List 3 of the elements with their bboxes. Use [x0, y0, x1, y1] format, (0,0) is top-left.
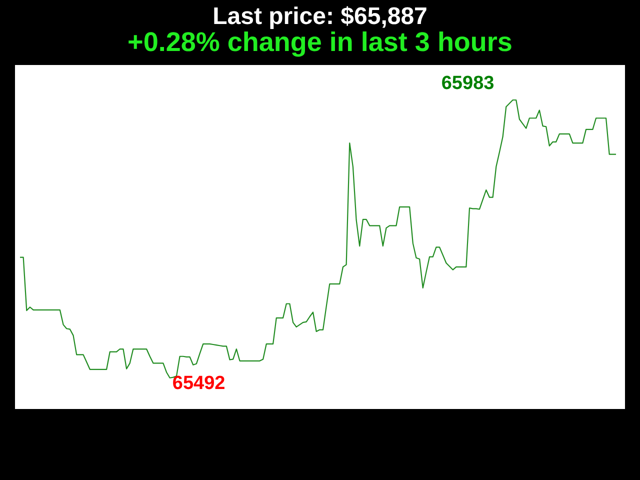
- chart-title: Last price: $65,887: [212, 3, 428, 30]
- data-label: 65983: [441, 73, 494, 94]
- data-label: 65492: [172, 372, 226, 394]
